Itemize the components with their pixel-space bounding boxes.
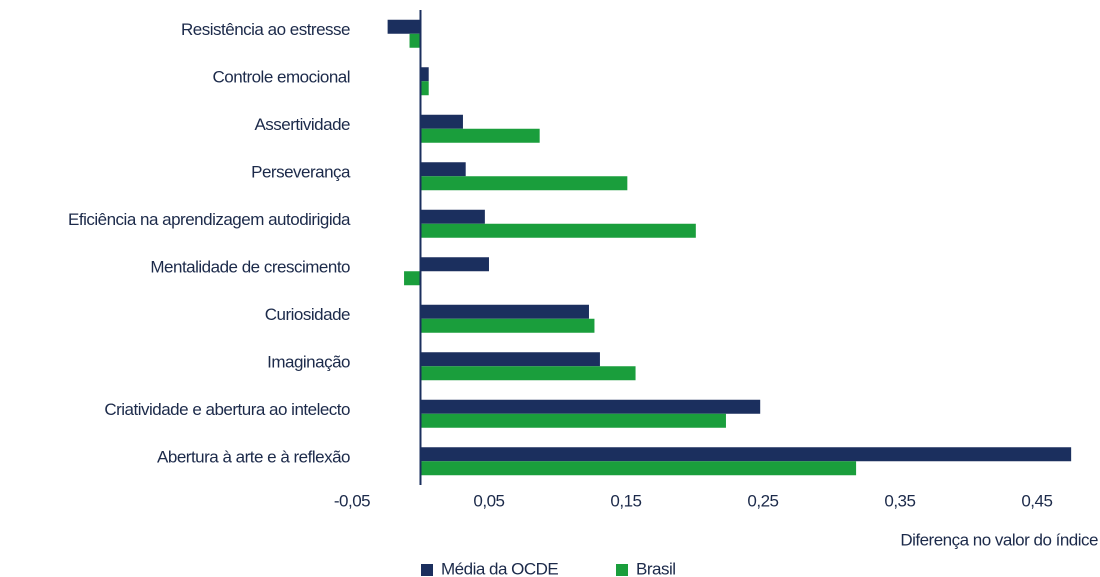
x-axis-label: Diferença no valor do índice (900, 530, 1098, 549)
legend-swatch (421, 564, 433, 576)
bar (420, 128, 540, 143)
bar (420, 114, 463, 129)
bar (420, 304, 589, 319)
bar (420, 81, 429, 96)
y-tick-label: Resistência ao estresse (181, 20, 350, 39)
legend-label: Média da OCDE (441, 559, 558, 577)
y-tick-label: Abertura à arte e à reflexão (157, 448, 350, 467)
bar (420, 366, 636, 381)
y-tick-label: Eficiência na aprendizagem autodirigida (68, 210, 351, 229)
y-tick-label: Curiosidade (265, 305, 350, 324)
legend-swatch (616, 564, 628, 576)
y-tick-label: Assertividade (254, 115, 350, 134)
y-tick-label: Mentalidade de crescimento (150, 258, 350, 277)
y-tick-label: Criatividade e abertura ao intelecto (104, 400, 350, 419)
y-tick-label: Imaginação (267, 353, 350, 372)
bar (420, 352, 600, 367)
bar (420, 399, 761, 414)
bar (420, 257, 489, 272)
bar (420, 209, 485, 224)
x-tick-label: -0,05 (334, 491, 370, 510)
bar (404, 271, 421, 286)
bar (420, 223, 696, 238)
bar (409, 33, 421, 48)
x-tick-label: 0,15 (610, 491, 641, 510)
legend-label: Brasil (636, 559, 676, 577)
bar (420, 162, 466, 177)
bar (420, 447, 1072, 462)
bar (420, 413, 726, 428)
bar (420, 461, 857, 476)
y-tick-label: Perseverança (251, 163, 351, 182)
x-tick-label: 0,25 (747, 491, 778, 510)
x-tick-label: 0,05 (473, 491, 504, 510)
bar (420, 318, 595, 333)
x-tick-label: 0,45 (1021, 491, 1052, 510)
bar (420, 176, 628, 191)
x-tick-label: 0,35 (884, 491, 915, 510)
y-tick-label: Controle emocional (213, 68, 350, 87)
bar (387, 19, 421, 34)
bar (420, 67, 429, 82)
